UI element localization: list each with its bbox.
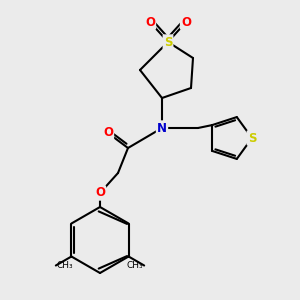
Text: S: S: [248, 131, 256, 145]
Text: O: O: [95, 187, 105, 200]
Text: O: O: [95, 187, 105, 200]
Text: CH₃: CH₃: [127, 261, 143, 270]
Text: O: O: [145, 16, 155, 28]
Text: O: O: [181, 16, 191, 28]
Text: O: O: [145, 16, 155, 28]
Text: S: S: [248, 131, 256, 145]
Text: O: O: [181, 16, 191, 28]
Text: S: S: [164, 35, 172, 49]
Text: S: S: [164, 35, 172, 49]
Text: O: O: [103, 127, 113, 140]
Text: CH₃: CH₃: [57, 261, 74, 270]
Text: O: O: [103, 127, 113, 140]
Text: N: N: [157, 122, 167, 134]
Text: N: N: [157, 122, 167, 134]
